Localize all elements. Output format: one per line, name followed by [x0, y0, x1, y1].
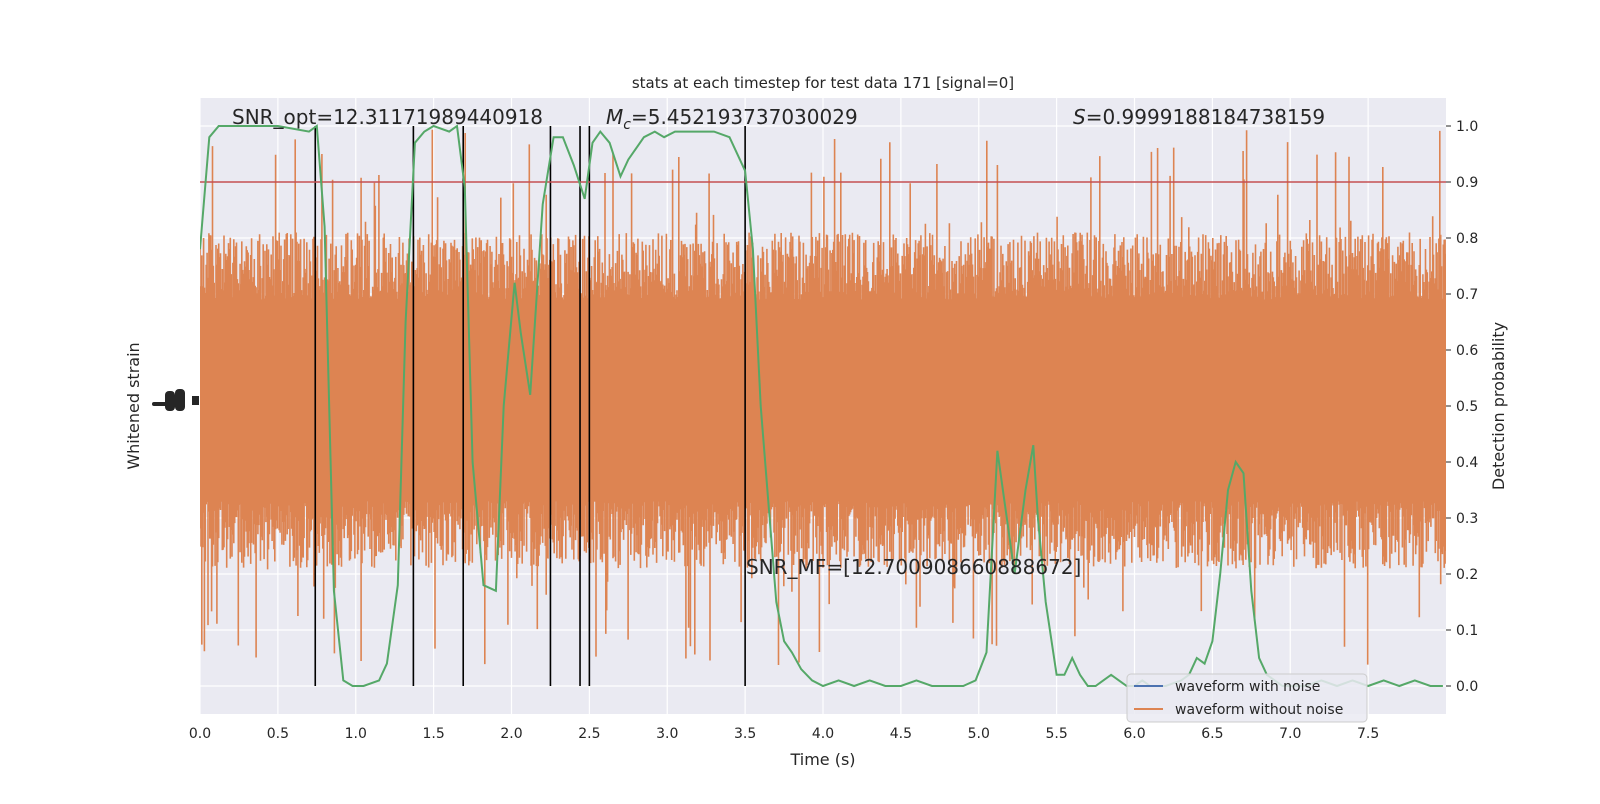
y-tick-label: 1.0 [1456, 119, 1478, 135]
waveform-without-noise-series [200, 129, 1446, 665]
legend: waveform with noise waveform without noi… [1126, 673, 1368, 723]
chirp-mass-subscript: c [623, 117, 631, 133]
s-annotation: S=0.9999188184738159 [1073, 105, 1325, 129]
s-value: =0.9999188184738159 [1086, 105, 1325, 129]
legend-label-noise: waveform with noise [1175, 679, 1320, 695]
x-tick-label: 0.0 [189, 726, 211, 742]
y-axis-right-ticks: 0.0 0.1 0.2 0.3 0.4 0.5 0.6 0.7 0.8 0.9 1.0 [1446, 119, 1478, 695]
x-tick-label: 1.5 [422, 726, 444, 742]
x-tick-label: 5.0 [968, 726, 990, 742]
chart-title: stats at each timestep for test data 171… [632, 74, 1014, 92]
s-symbol: S [1073, 105, 1086, 129]
left-tick-blob [192, 396, 199, 405]
detection-probability-series [200, 124, 1443, 688]
x-tick-label: 5.5 [1045, 726, 1067, 742]
chirp-mass-symbol: M [606, 105, 623, 129]
y-tick-label: 0.6 [1456, 343, 1478, 359]
y-tick-label: 0.2 [1456, 567, 1478, 583]
x-tick-label: 3.5 [734, 726, 756, 742]
vertical-marker-lines [314, 126, 746, 686]
x-tick-label: 2.0 [500, 726, 522, 742]
x-tick-label: 7.5 [1357, 726, 1379, 742]
snr-mf-annotation: SNR_MF=[12.700908660888672] [746, 555, 1081, 579]
y-tick-label: 0.0 [1456, 679, 1478, 695]
y-tick-label: 0.1 [1456, 623, 1478, 639]
legend-label-clean: waveform without noise [1175, 702, 1343, 718]
y-tick-label: 0.9 [1456, 175, 1478, 191]
x-tick-label: 3.0 [656, 726, 678, 742]
detection-probability-line [200, 124, 1443, 688]
chirp-mass-value: =5.452193737030029 [631, 105, 858, 129]
x-tick-label: 6.0 [1123, 726, 1145, 742]
left-tick-blob [175, 389, 185, 411]
x-tick-label: 2.5 [578, 726, 600, 742]
x-tick-label: 6.5 [1201, 726, 1223, 742]
x-tick-label: 7.0 [1279, 726, 1301, 742]
chirp-mass-annotation: Mc=5.452193737030029 [606, 105, 858, 133]
x-axis-label: Time (s) [789, 750, 855, 769]
y-axis-right-label: Detection probability [1489, 322, 1508, 490]
snr-opt-annotation: SNR_opt=12.31171989440918 [232, 105, 543, 129]
left-tick-blob [165, 391, 175, 411]
waveform-trace [200, 129, 1446, 665]
y-tick-label: 0.3 [1456, 511, 1478, 527]
left-axis-overlapped-ticks [152, 389, 199, 411]
y-axis-left-label: Whitened strain [124, 342, 143, 469]
left-tick-blob [152, 402, 168, 406]
y-tick-label: 0.8 [1456, 231, 1478, 247]
y-tick-label: 0.4 [1456, 455, 1478, 471]
x-tick-label: 4.0 [812, 726, 834, 742]
x-tick-label: 4.5 [890, 726, 912, 742]
x-axis-ticks: 0.0 0.5 1.0 1.5 2.0 2.5 3.0 3.5 4.0 4.5 5.0 5.5 6.0 6… [189, 726, 1379, 742]
y-tick-label: 0.5 [1456, 399, 1478, 415]
x-tick-label: 1.0 [345, 726, 367, 742]
legend-box [1126, 673, 1368, 723]
y-tick-label: 0.7 [1456, 287, 1478, 303]
x-tick-label: 0.5 [267, 726, 289, 742]
